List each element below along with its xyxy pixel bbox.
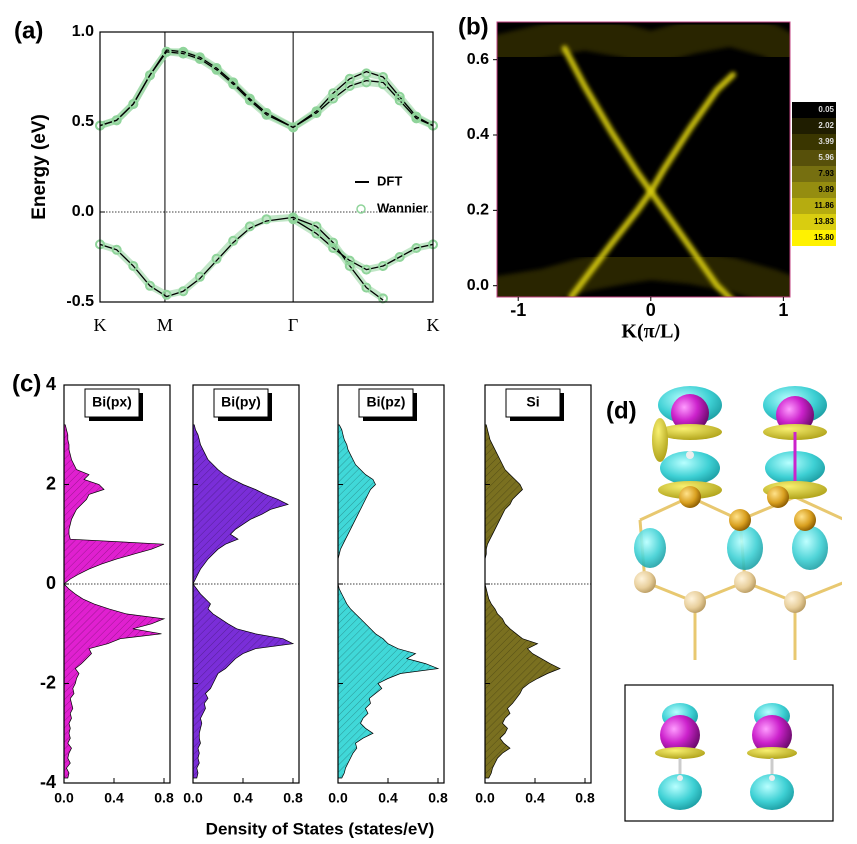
panel-label: (a) [14,17,43,44]
x-tick-label: K [94,315,107,335]
x-tick-label: 1 [778,300,788,320]
series-name: Si [526,394,539,410]
x-tick-label: -1 [510,300,526,320]
x-tick-label: Γ [288,315,298,335]
colorbar-label: 5.96 [818,153,834,162]
dos-tick-label: 0.8 [575,790,595,806]
structure-image [634,386,845,660]
y-tick-label: 0.6 [467,51,489,68]
dos-tick-label: 0.4 [104,790,124,806]
structure-inset [625,685,833,821]
panel-label: (d) [606,397,637,424]
x-tick-label: M [157,315,173,335]
series-name: Bi(py) [221,394,261,410]
colorbar-label: 13.83 [814,217,835,226]
dos-tick-label: 0.8 [428,790,448,806]
y-tick-label: 0.0 [467,277,489,294]
y-axis-label: Energy (eV) [29,114,50,220]
colorbar-label: 15.80 [814,233,835,242]
colorbar-label: 0.05 [818,105,834,114]
x-axis-label: Density of States (states/eV) [206,819,435,838]
colorbar-label: 2.02 [818,121,834,130]
dos-tick-label: 0.4 [525,790,545,806]
figure: (d) -0.5 0.0 0.5 1.0 K M Γ K DFT Wannier Energy (e… [0,0,857,844]
energy-tick-label: 2 [46,473,56,493]
colorbar-label: 7.93 [818,169,834,178]
x-axis-label: K(π/L) [621,321,680,343]
series-name: Bi(pz) [367,394,406,410]
dos-tick-label: 0.0 [54,790,74,806]
energy-tick-label: 4 [46,374,56,394]
y-tick-label: -0.5 [66,293,94,310]
y-tick-label: 0.2 [467,202,489,219]
dos-tick-label: 0.4 [378,790,398,806]
x-tick-label: 0 [646,300,656,320]
series-name: Bi(px) [92,394,132,410]
dos-tick-label: 0.0 [183,790,203,806]
colorbar-label: 3.99 [818,137,834,146]
dos-tick-label: 0.0 [328,790,348,806]
legend-label: Wannier [377,200,428,215]
panel-label: (c) [12,370,41,397]
colorbar-label: 9.89 [818,185,834,194]
x-tick-label: K [427,315,440,335]
y-tick-label: 0.0 [72,203,94,220]
spectral-feature [497,30,790,53]
panel-label: (b) [458,13,489,40]
legend-label: DFT [377,173,402,188]
y-tick-label: 0.5 [72,113,94,130]
dos-tick-label: 0.0 [475,790,495,806]
dos-tick-label: 0.4 [233,790,253,806]
y-tick-label: 0.4 [467,126,489,143]
energy-tick-label: 0 [46,573,56,593]
energy-tick-label: -2 [40,672,56,692]
y-tick-label: 1.0 [72,23,94,40]
dos-tick-label: 0.8 [154,790,174,806]
dos-tick-label: 0.8 [283,790,303,806]
colorbar-label: 11.86 [814,201,834,210]
